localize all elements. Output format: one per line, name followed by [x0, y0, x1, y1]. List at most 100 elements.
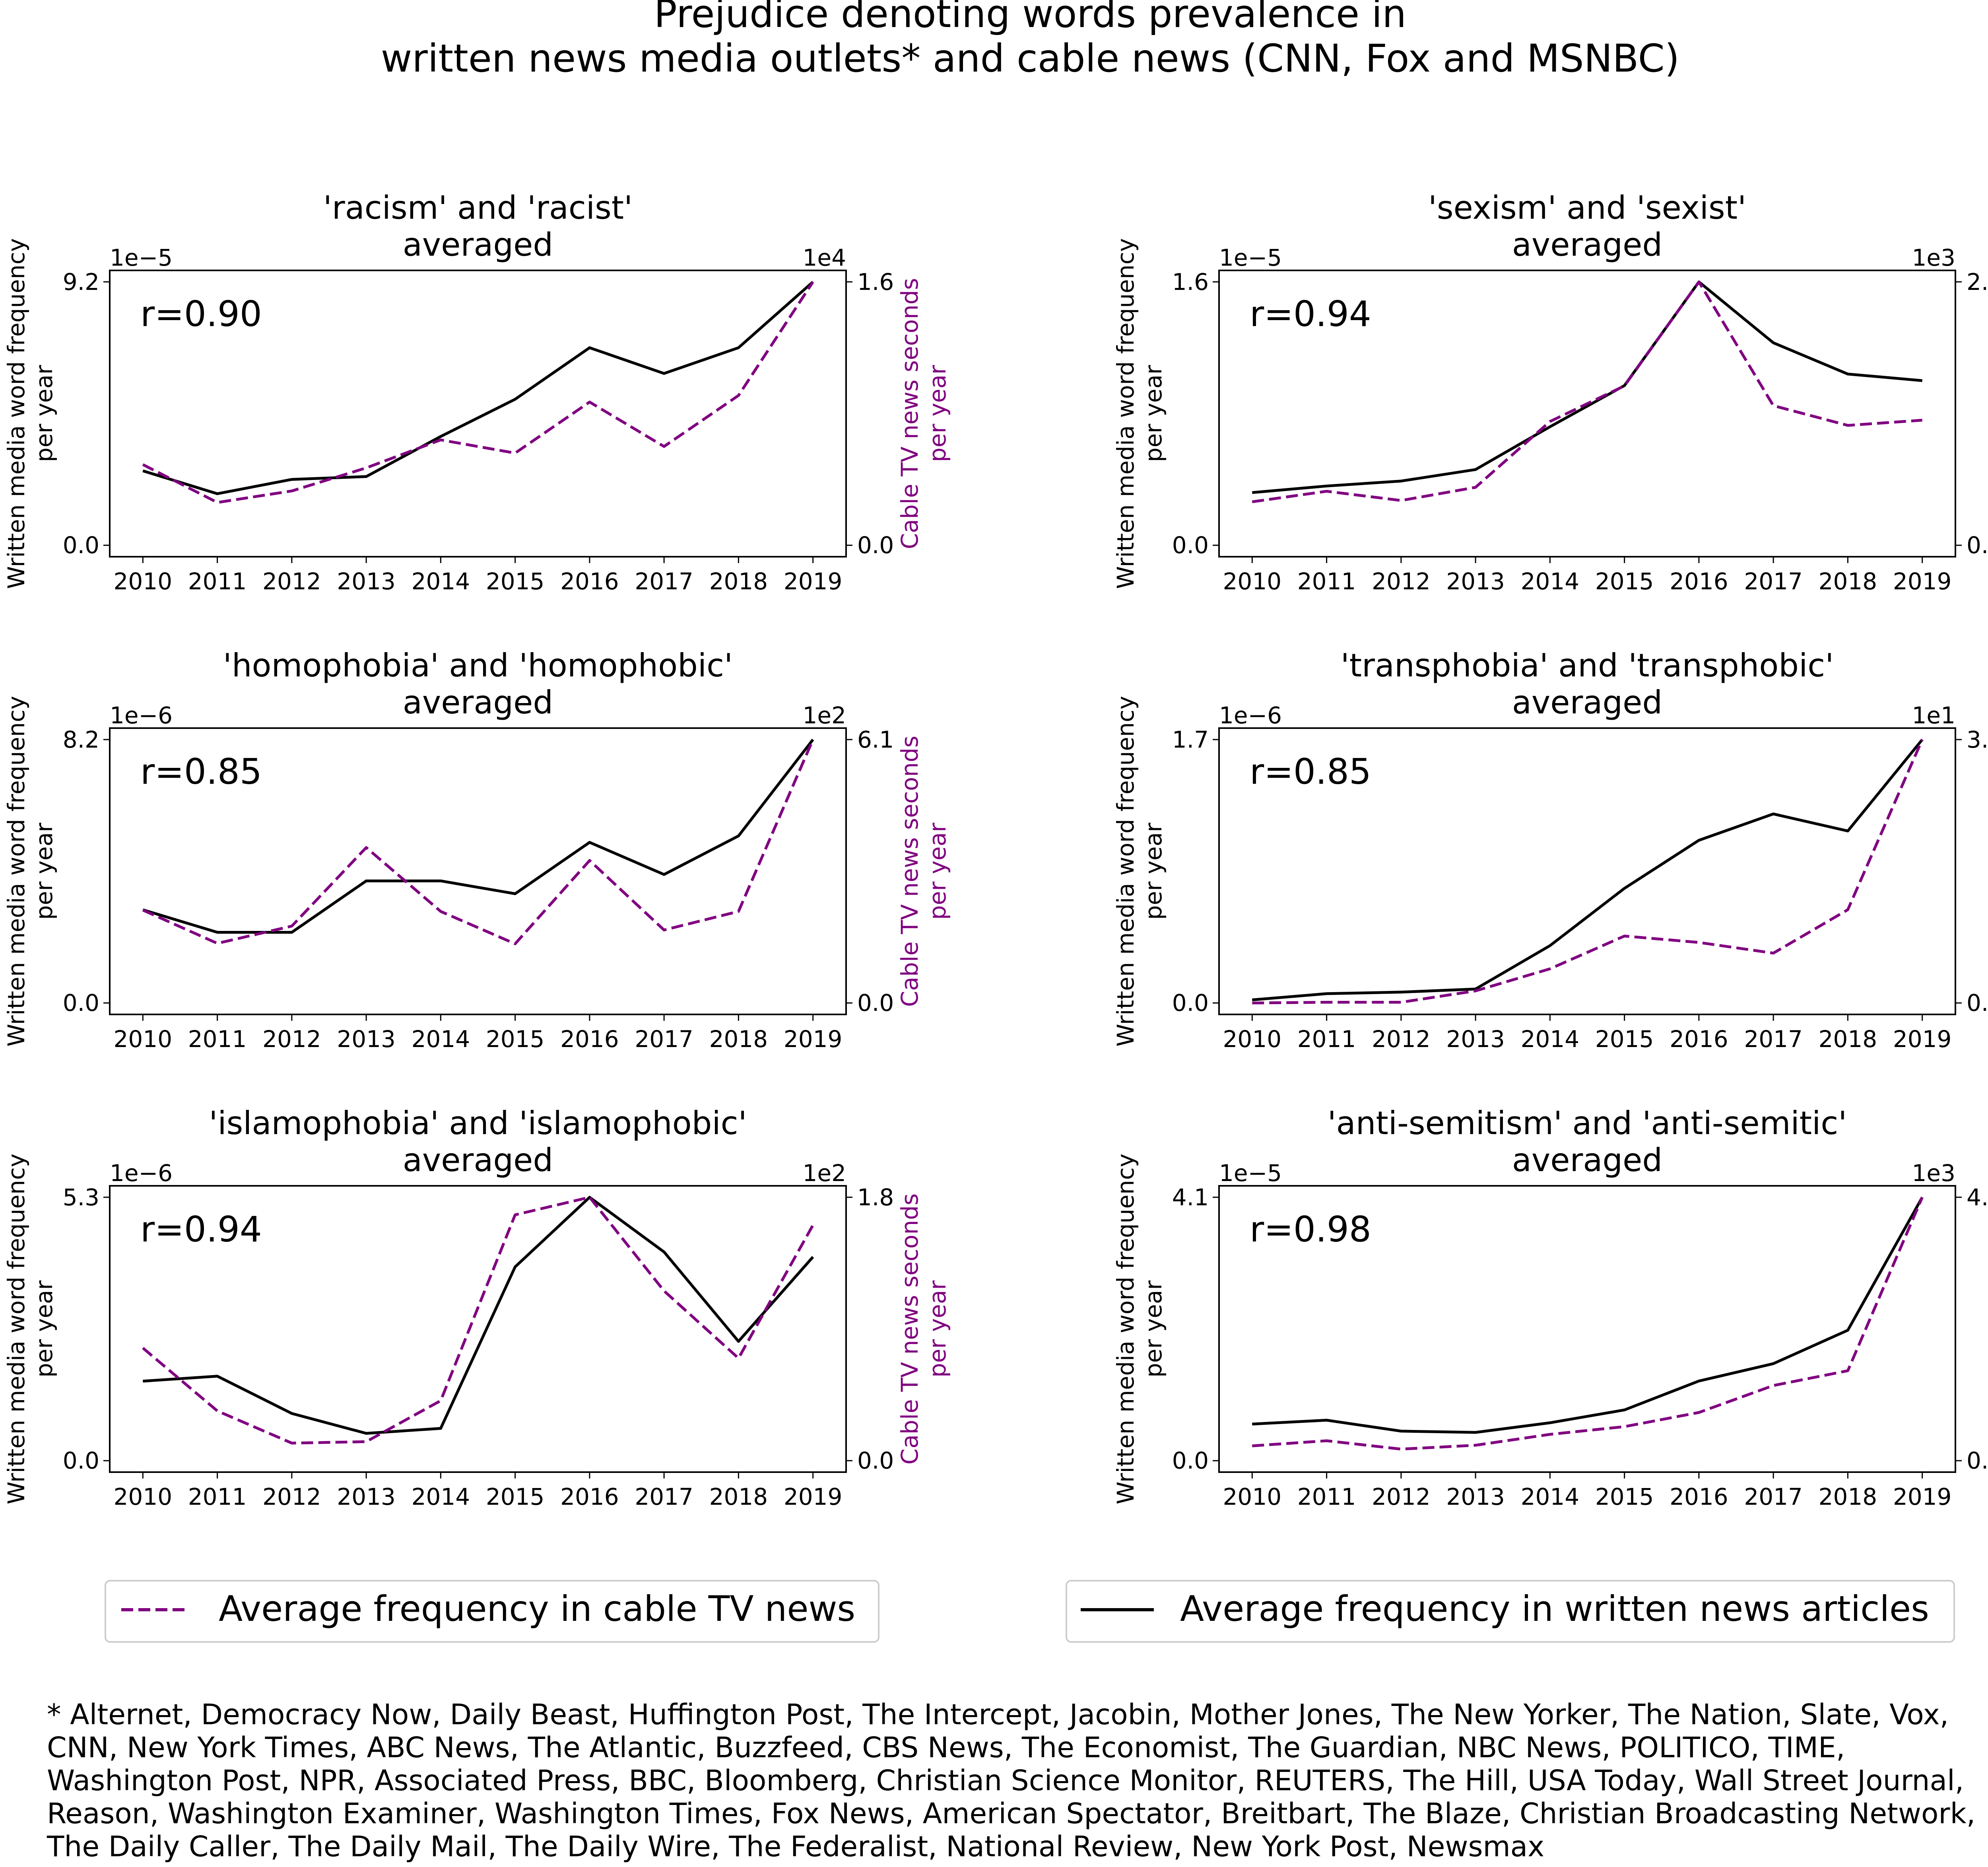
panel-title-line-2: averaged — [1512, 684, 1662, 721]
left-axis-label-line-2: per year — [31, 365, 58, 462]
right-axis-exponent: 1e4 — [803, 244, 846, 271]
x-tick-label-2011: 2011 — [188, 1026, 247, 1053]
left-tick-label: 1.7 — [1172, 726, 1209, 753]
x-tick-label-2011: 2011 — [1297, 568, 1356, 595]
legend-written: Average frequency in written news articl… — [1066, 1580, 1955, 1643]
right-tick-label: 1.6 — [857, 268, 894, 295]
left-tick-label: 5.3 — [63, 1184, 99, 1211]
x-tick-label-2013: 2013 — [1446, 568, 1505, 595]
x-tick-label-2012: 2012 — [1372, 568, 1431, 595]
x-tick-label-2017: 2017 — [1744, 568, 1803, 595]
x-tick-label-2012: 2012 — [262, 1026, 321, 1053]
x-tick-label-2012: 2012 — [1372, 1026, 1431, 1053]
x-tick-label-2011: 2011 — [188, 1483, 247, 1510]
x-tick-label-2018: 2018 — [709, 1026, 768, 1053]
panel-2: 'sexism' and 'sexist'averaged 2010 2011 201… — [1112, 189, 1988, 595]
x-tick-label-2018: 2018 — [709, 568, 768, 595]
left-axis-exponent: 1e−6 — [110, 702, 173, 729]
figure-title-line-1: Prejudice denoting words prevalence in — [654, 0, 1406, 36]
left-tick-label: 0.0 — [1172, 989, 1209, 1016]
left-axis-label-line-2: per year — [1140, 1280, 1167, 1377]
left-axis-label-line-2: per year — [1140, 365, 1167, 462]
x-tick-label-2016: 2016 — [1670, 1026, 1728, 1053]
plot-frame — [109, 727, 847, 1015]
right-tick-label: 0.0 — [857, 989, 894, 1016]
x-tick-label-2018: 2018 — [1819, 568, 1877, 595]
x-tick-label-2015: 2015 — [486, 1483, 545, 1510]
right-axis-label-line-2: per year — [924, 365, 951, 462]
x-tick-label-2010: 2010 — [114, 1026, 173, 1053]
x-tick-label-2015: 2015 — [486, 1026, 545, 1053]
left-axis-label-line-1: Written media word frequency — [1112, 1154, 1139, 1504]
correlation-annotation: r=0.85 — [1250, 751, 1371, 792]
legend-cable-label: Average frequency in cable TV news — [219, 1588, 855, 1629]
x-tick-label-2018: 2018 — [1819, 1026, 1877, 1053]
left-axis-exponent: 1e−5 — [1219, 244, 1282, 271]
x-tick-label-2012: 2012 — [262, 568, 321, 595]
left-tick-label: 0.0 — [63, 532, 99, 559]
right-tick-label: 1.8 — [857, 1184, 894, 1211]
x-tick-label-2013: 2013 — [337, 1483, 396, 1510]
x-tick-label-2017: 2017 — [1744, 1026, 1803, 1053]
plot-frame — [1218, 1185, 1956, 1473]
left-axis-exponent: 1e−6 — [110, 1160, 173, 1187]
x-tick-label-2015: 2015 — [1595, 1483, 1654, 1510]
right-axis-label-line-2: per year — [924, 1280, 951, 1377]
x-tick-label-2017: 2017 — [635, 1026, 693, 1053]
panel-title-line-2: averaged — [403, 226, 553, 263]
figure-title-line-2: written news media outlets* and cable ne… — [381, 36, 1679, 81]
left-tick-label: 1.6 — [1172, 268, 1209, 295]
panel-title-line-1: 'racism' and 'racist' — [323, 189, 633, 226]
series-line-average-frequency-in-cable-tv-news — [1252, 1197, 1924, 1451]
x-tick-label-2019: 2019 — [784, 1483, 843, 1510]
left-tick-label: 9.2 — [63, 268, 99, 295]
correlation-annotation: r=0.85 — [140, 751, 262, 792]
series-line-average-frequency-in-written-news-articles — [1252, 1197, 1924, 1434]
right-tick-label: 0.0 — [1967, 989, 1988, 1016]
x-tick-label-2011: 2011 — [1297, 1026, 1356, 1053]
right-tick-label: 2.0 — [1967, 268, 1988, 295]
x-tick-label-2018: 2018 — [709, 1483, 768, 1510]
panel-title-line-1: 'sexism' and 'sexist' — [1428, 189, 1746, 226]
x-tick-label-2019: 2019 — [784, 1026, 843, 1053]
x-tick-label-2016: 2016 — [1670, 568, 1728, 595]
right-tick-label: 0.0 — [857, 532, 894, 559]
outlet-footnote: * Alternet, Democracy Now, Daily Beast, … — [47, 1698, 1976, 1863]
series-line-average-frequency-in-written-news-articles — [1252, 280, 1923, 494]
x-tick-label-2013: 2013 — [337, 568, 396, 595]
x-tick-label-2013: 2013 — [337, 1026, 396, 1053]
x-tick-label-2010: 2010 — [1223, 1483, 1282, 1510]
correlation-annotation: r=0.94 — [1250, 293, 1371, 334]
panel-title-line-1: 'islamophobia' and 'islamophobic' — [209, 1105, 747, 1142]
x-tick-label-2017: 2017 — [635, 568, 693, 595]
left-tick-label: 0.0 — [1172, 1447, 1209, 1474]
series-line-average-frequency-in-cable-tv-news — [142, 739, 814, 945]
panel-4: 'transphobia' and 'transphobic'averaged 2… — [1112, 647, 1988, 1053]
panel-6: 'anti-semitism' and 'anti-semitic'averag… — [1112, 1105, 1988, 1510]
plot-frame — [1218, 727, 1956, 1015]
plot-frame — [109, 270, 847, 558]
series-line-average-frequency-in-cable-tv-news — [142, 1196, 814, 1445]
x-tick-label-2010: 2010 — [114, 1483, 173, 1510]
left-axis-exponent: 1e−6 — [1219, 702, 1282, 729]
x-tick-label-2014: 2014 — [412, 568, 470, 595]
x-tick-label-2019: 2019 — [1893, 568, 1952, 595]
x-tick-label-2019: 2019 — [784, 568, 843, 595]
x-tick-label-2016: 2016 — [560, 1026, 619, 1053]
correlation-annotation: r=0.90 — [140, 293, 262, 334]
x-tick-label-2018: 2018 — [1819, 1483, 1877, 1510]
series-line-average-frequency-in-written-news-articles — [142, 281, 814, 495]
panel-title-line-2: averaged — [403, 684, 553, 721]
left-axis-exponent: 1e−5 — [110, 244, 173, 271]
right-tick-label: 0.0 — [1967, 532, 1988, 559]
right-axis-exponent: 1e2 — [803, 702, 846, 729]
x-tick-label-2014: 2014 — [1521, 568, 1580, 595]
left-axis-label-line-1: Written media word frequency — [1112, 696, 1139, 1047]
series-line-average-frequency-in-written-news-articles — [143, 1196, 814, 1435]
x-tick-label-2014: 2014 — [1521, 1026, 1580, 1053]
panel-5: 'islamophobia' and 'islamophobic'average… — [3, 1105, 951, 1510]
panel-title-line-2: averaged — [1512, 226, 1662, 263]
panel-title-line-2: averaged — [1512, 1142, 1662, 1179]
right-axis-exponent: 1e3 — [1912, 244, 1956, 271]
